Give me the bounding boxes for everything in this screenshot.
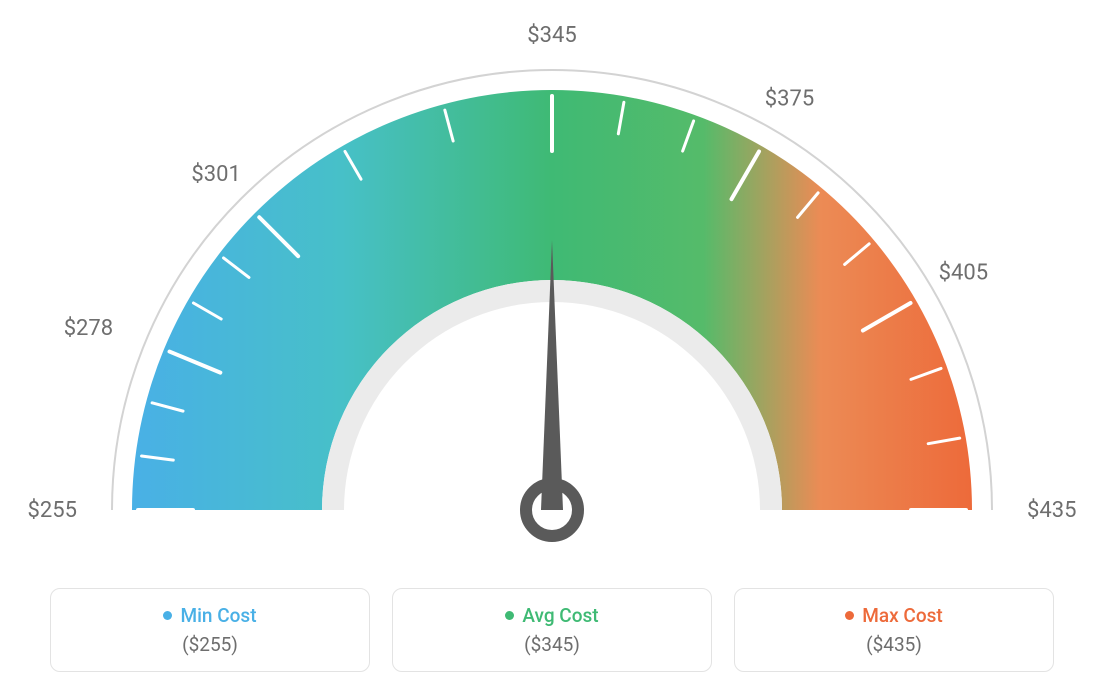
legend-min-title: Min Cost (163, 604, 256, 627)
legend-avg-title: Avg Cost (505, 604, 598, 627)
svg-text:$405: $405 (939, 261, 988, 286)
svg-text:$435: $435 (1027, 498, 1076, 523)
svg-text:$255: $255 (28, 498, 77, 523)
legend-min-value: ($255) (182, 633, 238, 656)
svg-text:$278: $278 (64, 316, 113, 341)
legend-card-min: Min Cost ($255) (50, 588, 370, 672)
legend-avg-value: ($345) (524, 633, 580, 656)
svg-text:$345: $345 (527, 23, 576, 48)
legend-card-max: Max Cost ($435) (734, 588, 1054, 672)
svg-text:$301: $301 (191, 162, 240, 187)
legend-avg-label: Avg Cost (522, 604, 598, 627)
cost-gauge: $255 $278 $301 $345 $375 $405 $435 (22, 10, 1082, 570)
legend-max-label: Max Cost (862, 604, 942, 627)
dot-icon (163, 611, 172, 620)
legend-max-value: ($435) (866, 633, 922, 656)
dot-icon (505, 611, 514, 620)
legend-max-title: Max Cost (845, 604, 942, 627)
legend-card-avg: Avg Cost ($345) (392, 588, 712, 672)
dot-icon (845, 611, 854, 620)
svg-text:$375: $375 (765, 87, 814, 112)
legend-min-label: Min Cost (180, 604, 256, 627)
legend: Min Cost ($255) Avg Cost ($345) Max Cost… (50, 588, 1054, 672)
gauge-svg: $255 $278 $301 $345 $375 $405 $435 (22, 10, 1082, 570)
